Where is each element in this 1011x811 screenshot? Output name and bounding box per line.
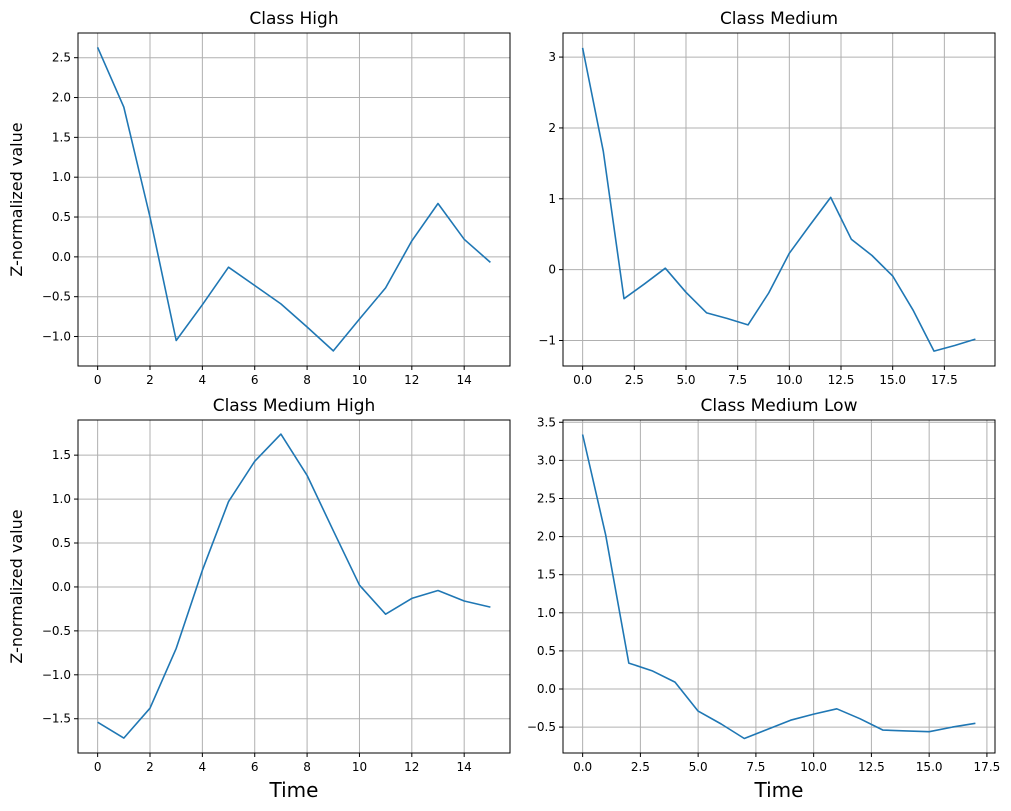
series-line <box>97 433 491 739</box>
x-tick-label: 4 <box>199 373 207 387</box>
x-tick-label: 2.5 <box>631 760 650 774</box>
y-axis-label: Z-normalized value <box>7 509 26 663</box>
y-tick-label: 2.5 <box>537 491 556 505</box>
y-tick-label: 3 <box>548 50 556 64</box>
subplot-title: Class Medium Low <box>701 396 858 416</box>
subplot-2: 0.0 2.5 5.0 7.5 10.0 12.5 15.0 17.5 −1 0 1 2 3 Class … <box>538 9 996 387</box>
x-axis-label: Time <box>754 778 804 802</box>
x-tick-label: 5.0 <box>689 760 708 774</box>
x-tick-label: 0.0 <box>573 760 592 774</box>
x-tick-label: 6 <box>251 760 259 774</box>
subplot-title: Class High <box>249 9 338 29</box>
y-tick-label: 1.0 <box>52 492 71 506</box>
subplot-1: 0 2 4 6 8 10 12 14 −1.0 −0.5 0.0 0.5 1.0 1.5 2.0 2.5 Cla… <box>7 9 511 387</box>
x-tick-label: 12.5 <box>858 760 885 774</box>
y-tick-label: −1.5 <box>42 712 71 726</box>
x-tick-label: 14 <box>457 373 472 387</box>
subplot-3: 0 2 4 6 8 10 12 14 −1.5 −1.0 −0.5 0.0 0.5 1.0 1.5 Class… <box>7 396 511 802</box>
y-tick-label: 0.0 <box>52 580 71 594</box>
y-tick-label: 0.5 <box>52 536 71 550</box>
x-tick-label: 4 <box>199 760 207 774</box>
x-tick-label: 15.0 <box>879 373 906 387</box>
x-tick-label: 7.5 <box>746 760 765 774</box>
x-tick-label: 7.5 <box>728 373 747 387</box>
x-tick-label: 14 <box>457 760 472 774</box>
x-tick-label: 12 <box>404 373 419 387</box>
x-axis-label: Time <box>269 778 319 802</box>
subplot-title: Class Medium High <box>213 396 376 416</box>
axes-frame <box>562 419 996 754</box>
y-axis-label: Z-normalized value <box>7 122 26 276</box>
y-tick-label: −1 <box>538 333 556 347</box>
subplot-title: Class Medium <box>720 9 838 29</box>
y-tick-label: 1.0 <box>52 170 71 184</box>
y-tick-label: 2.5 <box>52 51 71 65</box>
x-tick-label: 6 <box>251 373 259 387</box>
x-tick-label: 2 <box>146 373 154 387</box>
x-tick-label: 10 <box>352 373 367 387</box>
axes-frame <box>77 32 511 367</box>
x-tick-label: 5.0 <box>676 373 695 387</box>
axes-frame <box>562 32 996 367</box>
x-tick-label: 12 <box>404 760 419 774</box>
y-tick-label: −1.0 <box>42 330 71 344</box>
y-tick-label: 1.5 <box>537 568 556 582</box>
y-tick-label: 1.5 <box>52 448 71 462</box>
x-tick-label: 8 <box>303 760 311 774</box>
subplot-4: 0.0 2.5 5.0 7.5 10.0 12.5 15.0 17.5 −0.5 0.0 0.5 1.… <box>527 396 1000 802</box>
y-tick-label: −0.5 <box>42 290 71 304</box>
y-tick-label: 0 <box>548 263 556 277</box>
x-tick-label: 0.0 <box>573 373 592 387</box>
y-tick-label: −0.5 <box>42 624 71 638</box>
y-tick-label: 2.0 <box>52 91 71 105</box>
y-tick-label: 0.0 <box>537 682 556 696</box>
plot-area <box>563 33 995 366</box>
series-line <box>96 46 491 352</box>
y-tick-label: 3.5 <box>537 415 556 429</box>
plot-area <box>563 420 995 753</box>
x-tick-label: 8 <box>303 373 311 387</box>
y-tick-label: 1 <box>548 192 556 206</box>
y-tick-label: 2 <box>548 121 556 135</box>
x-tick-label: 0 <box>94 373 102 387</box>
y-tick-label: 1.5 <box>52 130 71 144</box>
y-tick-label: 2.0 <box>537 530 556 544</box>
x-tick-label: 15.0 <box>916 760 943 774</box>
x-tick-label: 17.5 <box>974 760 1001 774</box>
y-tick-label: 3.0 <box>537 453 556 467</box>
x-tick-label: 2 <box>146 760 154 774</box>
y-tick-label: 0.5 <box>537 644 556 658</box>
x-tick-label: 17.5 <box>931 373 958 387</box>
y-tick-label: 0.5 <box>52 210 71 224</box>
x-tick-label: 12.5 <box>828 373 855 387</box>
x-tick-label: 10.0 <box>800 760 827 774</box>
series-line <box>581 47 976 352</box>
series-line <box>581 434 976 740</box>
x-tick-label: 10.0 <box>776 373 803 387</box>
y-tick-label: 1.0 <box>537 606 556 620</box>
y-tick-label: −1.0 <box>42 668 71 682</box>
x-tick-label: 10 <box>352 760 367 774</box>
y-tick-label: −0.5 <box>527 720 556 734</box>
x-tick-label: 2.5 <box>625 373 644 387</box>
y-tick-label: 0.0 <box>52 250 71 264</box>
x-tick-label: 0 <box>94 760 102 774</box>
